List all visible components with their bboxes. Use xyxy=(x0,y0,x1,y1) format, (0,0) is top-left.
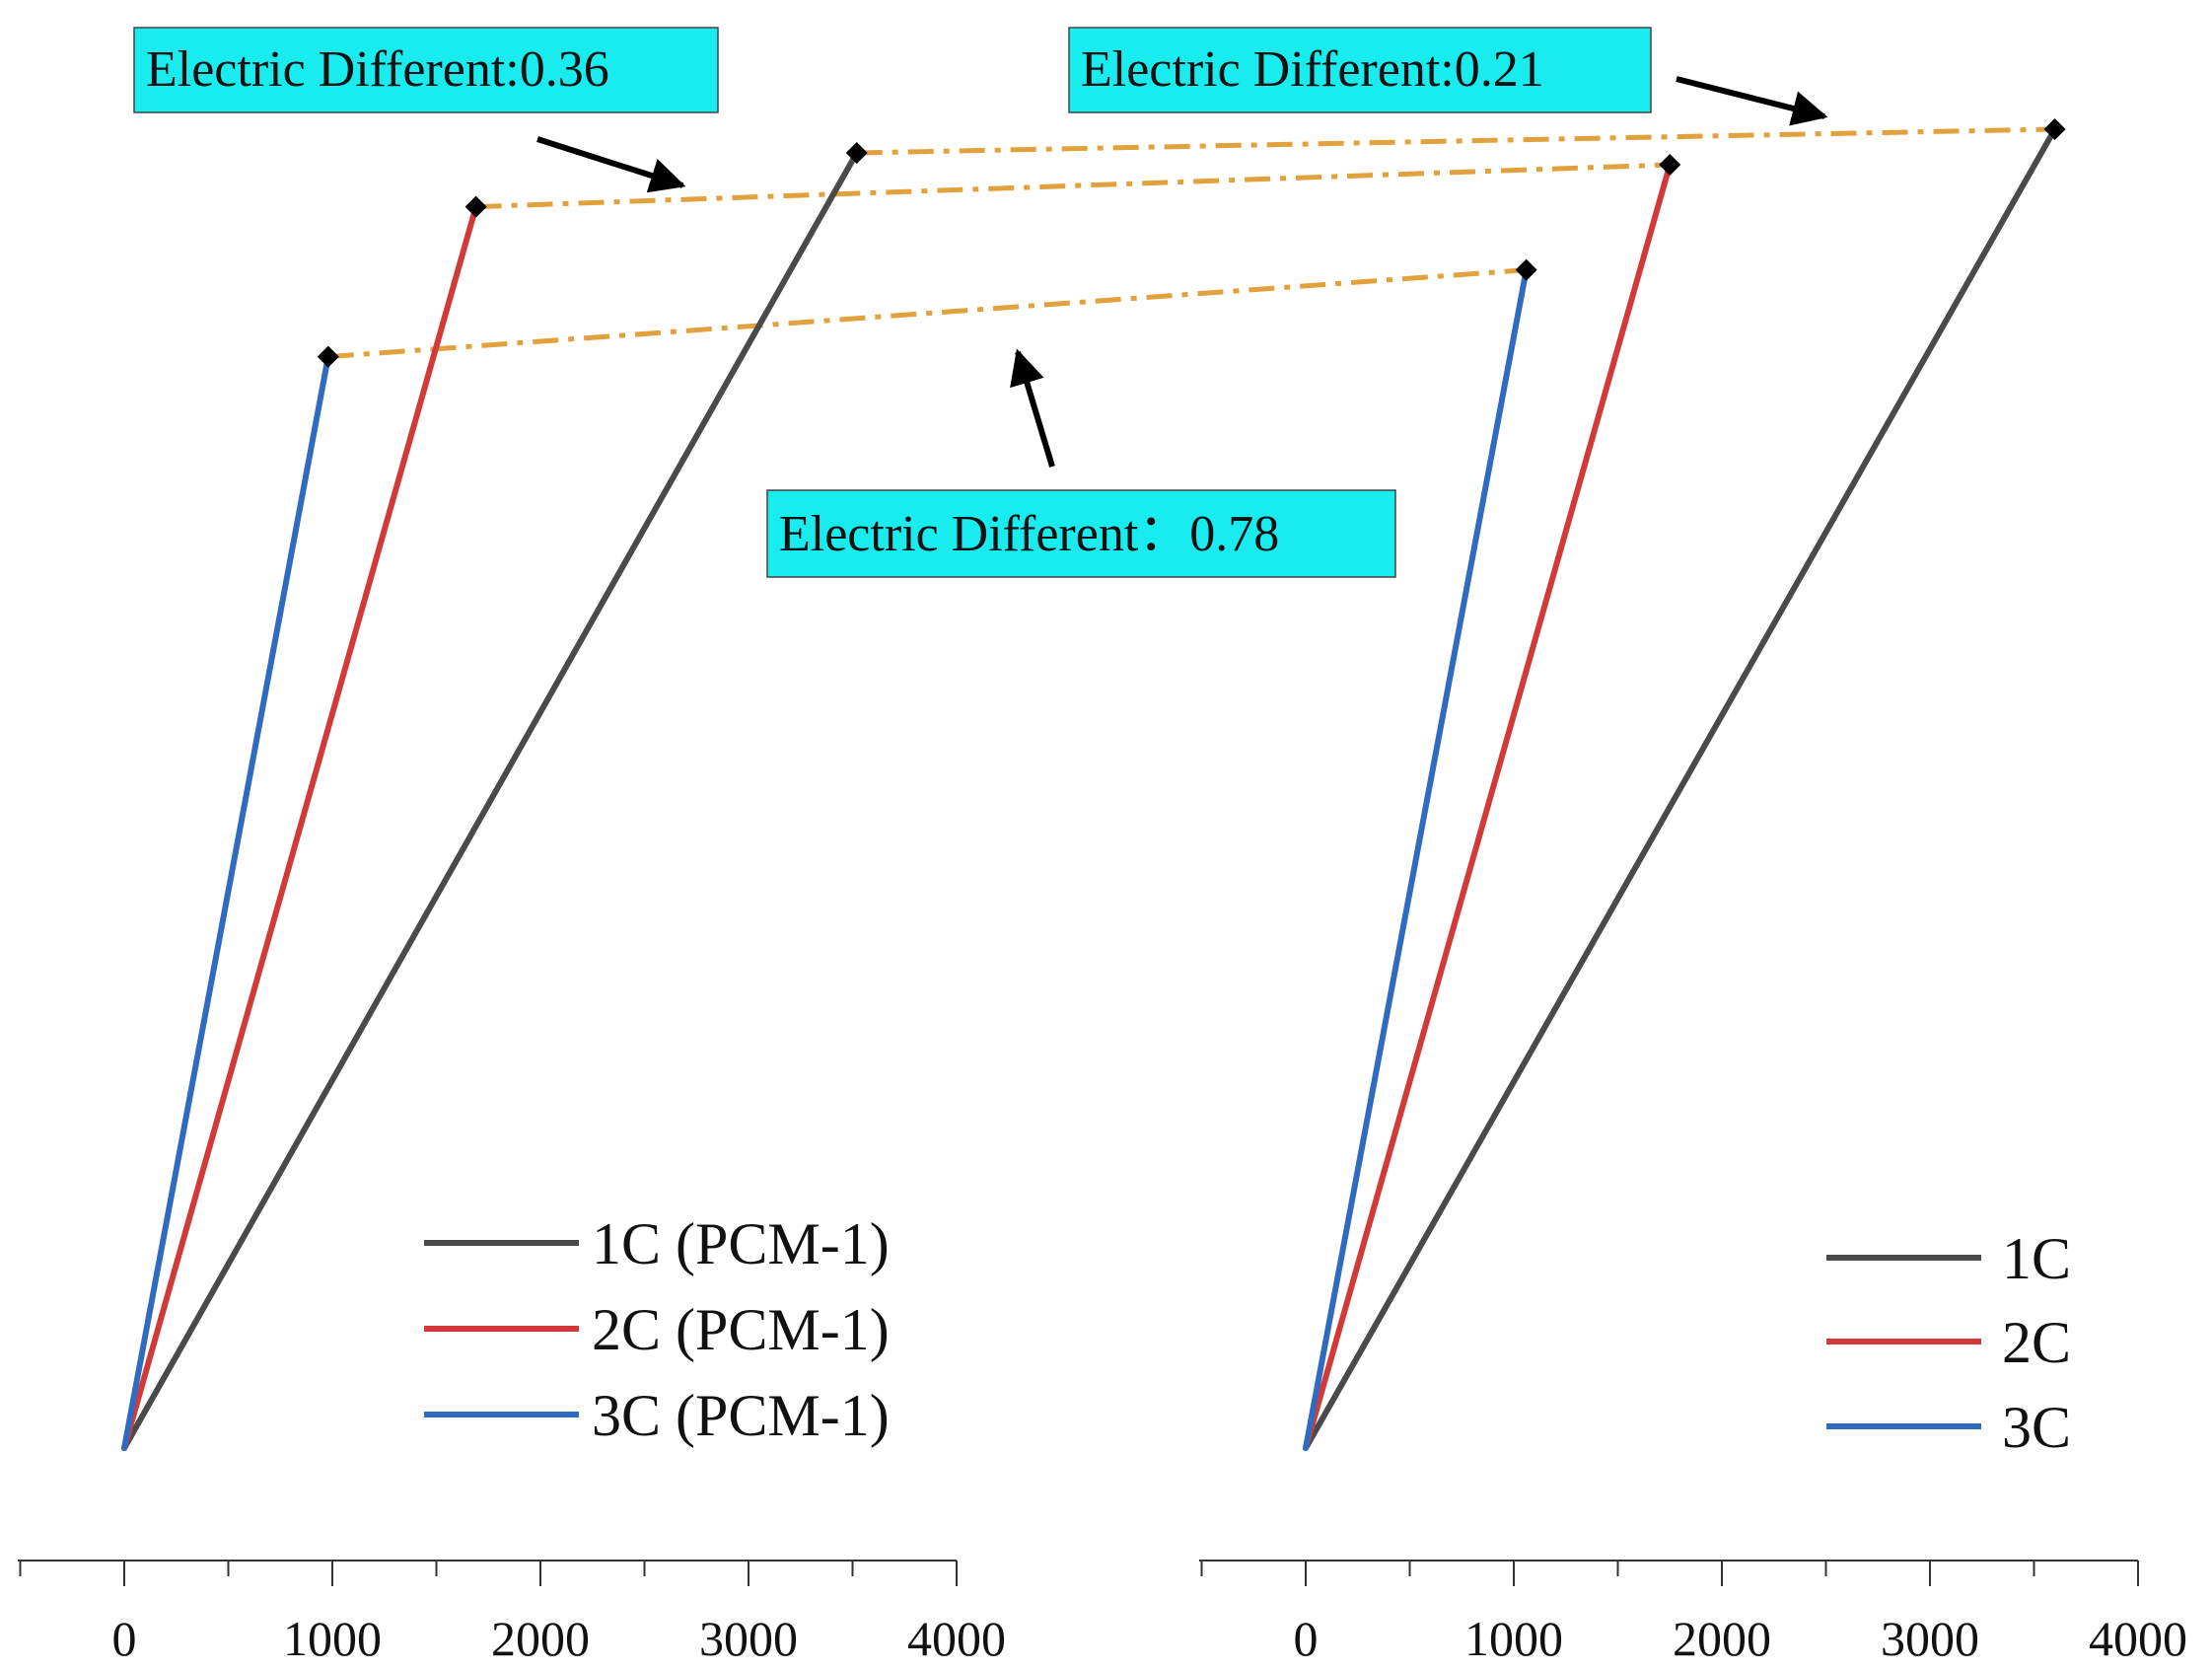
x-tick-label: 2000 xyxy=(1673,1611,1771,1666)
legend-label: 1C (PCM-1) xyxy=(592,1211,890,1276)
annotation-078-arrow xyxy=(1010,348,1055,468)
series-line-1c-pcm-1- xyxy=(121,149,860,1451)
x-tick-label: 3000 xyxy=(1881,1611,1979,1666)
annotation-078-text: Electric Different：0.78 xyxy=(779,506,1279,562)
x-tick-label: 1000 xyxy=(1464,1611,1563,1666)
series-end-marker xyxy=(1659,153,1681,176)
annotation-021-text: Electric Different:0.21 xyxy=(1081,41,1544,98)
legend-label: 3C xyxy=(2002,1395,2071,1460)
legend-label: 2C (PCM-1) xyxy=(592,1297,890,1362)
annotation-021-box xyxy=(1068,27,1652,113)
x-tick-label: 3000 xyxy=(699,1611,798,1666)
panel-right-panel: 0 1000 2000 3000 4000 1C 2C 3C xyxy=(1199,118,2187,1666)
series-end-marker xyxy=(317,345,339,368)
legend-label: 3C (PCM-1) xyxy=(592,1383,890,1448)
annotation-036: Electric Different:0.36 xyxy=(133,27,719,193)
annotation-021-arrow xyxy=(1676,76,1828,126)
annotation-036-box xyxy=(133,27,719,113)
series-end-marker xyxy=(1515,258,1537,281)
legend-label: 1C xyxy=(2002,1226,2071,1291)
series-end-marker xyxy=(845,141,868,164)
connector-1c xyxy=(856,126,2055,156)
annotation-036-arrow xyxy=(536,136,686,193)
x-tick-label: 0 xyxy=(112,1611,137,1666)
series-end-marker xyxy=(2043,118,2066,141)
legend-label: 2C xyxy=(2002,1310,2071,1375)
x-tick-label: 0 xyxy=(1294,1611,1319,1666)
series-line-3c xyxy=(1303,266,1530,1451)
annotation-078: Electric Different：0.78 xyxy=(766,348,1396,578)
series-line-1c xyxy=(1303,126,2058,1451)
annotation-021: Electric Different:0.21 xyxy=(1068,27,1828,126)
x-tick-label: 4000 xyxy=(907,1611,1006,1666)
series-end-marker xyxy=(464,195,487,218)
x-tick-label: 4000 xyxy=(2089,1611,2187,1666)
annotation-078-box xyxy=(766,489,1396,578)
x-tick-label: 1000 xyxy=(283,1611,382,1666)
connector-3c xyxy=(327,267,1527,360)
x-tick-label: 2000 xyxy=(491,1611,590,1666)
connector-2c xyxy=(475,162,1671,210)
series-line-2c-pcm-1- xyxy=(121,203,479,1451)
series-line-2c xyxy=(1303,161,1674,1451)
series-line-3c-pcm-1- xyxy=(121,353,331,1451)
panel-left-panel: 0 1000 2000 3000 4000 1C (PCM-1) 2C (PCM-1) 3C … xyxy=(18,141,1006,1666)
annotation-036-text: Electric Different:0.36 xyxy=(146,41,609,98)
